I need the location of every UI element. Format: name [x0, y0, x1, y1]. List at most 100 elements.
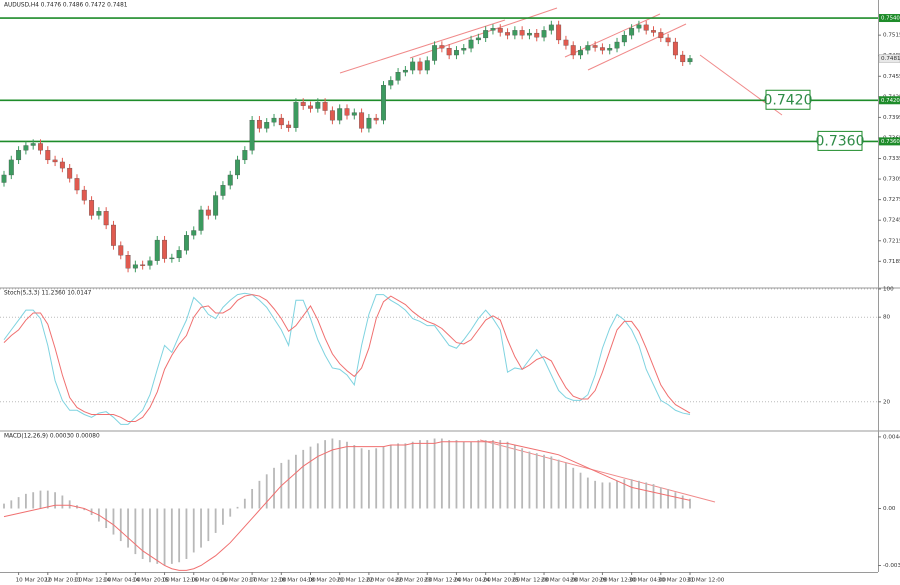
candle-body: [38, 143, 43, 151]
candle-body: [8, 159, 14, 176]
x-tick-label: 29 Mar 12:00: [599, 578, 637, 584]
candle-body: [373, 117, 379, 121]
indicator-title: MACD(12,26,9) 0.00030 0.00080: [4, 434, 100, 440]
candle-body: [658, 32, 664, 39]
candle-body: [16, 150, 22, 161]
y-tick-label: 0.7305: [883, 177, 900, 183]
candle-body: [147, 260, 153, 266]
candle-body: [629, 28, 635, 36]
current-price: 0.7481: [881, 56, 900, 62]
candle-body: [432, 45, 438, 61]
line-series: [3, 294, 691, 423]
x-tick-label: 11 Mar 12:00: [74, 578, 112, 584]
candle-body: [366, 117, 372, 129]
candle-body: [359, 112, 365, 129]
level-tag: 0.7540: [881, 16, 900, 22]
trend-line: [587, 23, 687, 71]
candle-body: [475, 37, 481, 41]
candle-body: [665, 37, 671, 43]
y-tick-label: 80: [883, 315, 891, 321]
x-tick-label: 10 Mar 20:00: [45, 578, 83, 584]
x-tick-label: 14 Mar 04:00: [103, 578, 141, 584]
candle-body: [621, 35, 627, 43]
candle-body: [439, 45, 445, 49]
candle-body: [417, 61, 423, 71]
x-tick-label: 24 Mar 20:00: [483, 578, 521, 584]
callout-label: 0.7420: [764, 92, 813, 108]
candle-body: [30, 143, 36, 146]
candle-body: [249, 119, 255, 151]
y-tick-label: 0.00: [883, 506, 896, 512]
level-tag-box: [879, 137, 900, 146]
candle-body: [300, 102, 306, 106]
trend-line: [339, 19, 506, 74]
trend-line: [479, 439, 716, 503]
candle-body: [512, 30, 518, 36]
y-tick-label: 0.7515: [883, 33, 900, 39]
candle-body: [59, 161, 65, 169]
candle-body: [322, 102, 328, 111]
candle-body: [176, 250, 182, 259]
candle-body: [169, 257, 175, 260]
y-tick-label: 0.7275: [883, 197, 900, 203]
candle-body: [483, 30, 489, 39]
x-tick-label: 16 Mar 20:00: [220, 578, 258, 584]
callout-label: 0.7360: [816, 133, 865, 149]
candle-body: [592, 45, 598, 48]
y-tick-label: 0.0044: [883, 434, 900, 440]
candle-body: [651, 30, 656, 33]
candle-body: [636, 24, 642, 29]
candle-body: [140, 264, 146, 266]
candle-body: [395, 72, 401, 81]
y-tick-label: 100: [883, 287, 894, 293]
candle-body: [205, 209, 211, 216]
candle-body: [308, 105, 313, 109]
candle-body: [687, 58, 693, 63]
candle-body: [563, 39, 569, 46]
x-tick-label: 18 Mar 04:00: [278, 578, 316, 584]
y-tick-label: 0.7335: [883, 156, 900, 162]
chart-title: AUDUSD,H4 0.7476 0.7486 0.7472 0.7481: [4, 3, 128, 9]
callout-box: [765, 89, 811, 110]
candle-body: [344, 108, 350, 116]
candle-body: [680, 54, 686, 63]
candle-body: [23, 145, 29, 151]
candle-body: [461, 48, 467, 51]
y-tick-label: 20: [883, 399, 891, 405]
callout-box: [817, 130, 863, 151]
level-tag-box: [879, 14, 900, 23]
candle-body: [293, 102, 299, 128]
y-tick-label: 0.7455: [883, 74, 900, 80]
candle-body: [74, 178, 80, 191]
x-tick-label: 28 Mar 04:00: [541, 578, 579, 584]
current-price-box: [878, 54, 900, 63]
candle-body: [220, 185, 226, 196]
candle-body: [45, 150, 51, 161]
candle-body: [599, 47, 605, 51]
line-series: [3, 292, 691, 425]
x-tick-label: 30 Mar 04:00: [629, 578, 667, 584]
candle-body: [227, 174, 233, 186]
candle-body: [337, 108, 343, 121]
candle-body: [541, 30, 547, 38]
y-tick-label: 0.7185: [883, 259, 900, 265]
candle-body: [468, 39, 474, 49]
indicator-title: Stoch(5,3,3) 11.2360 10.0147: [4, 291, 92, 297]
candle-body: [519, 30, 525, 36]
candle-body: [132, 264, 138, 269]
candle-body: [111, 224, 116, 246]
candle-body: [672, 41, 678, 56]
x-tick-label: 23 Mar 12:00: [424, 578, 462, 584]
candle-body: [410, 61, 416, 71]
candle-body: [271, 117, 277, 123]
y-tick-label: 0.7245: [883, 218, 900, 224]
candle-body: [125, 255, 131, 269]
candle-body: [256, 119, 262, 129]
level-tag: 0.7360: [881, 139, 900, 145]
x-tick-label: 10 Mar 2022: [16, 578, 51, 584]
candle-body: [235, 159, 240, 176]
candle-body: [570, 45, 576, 56]
candle-body: [191, 230, 197, 236]
